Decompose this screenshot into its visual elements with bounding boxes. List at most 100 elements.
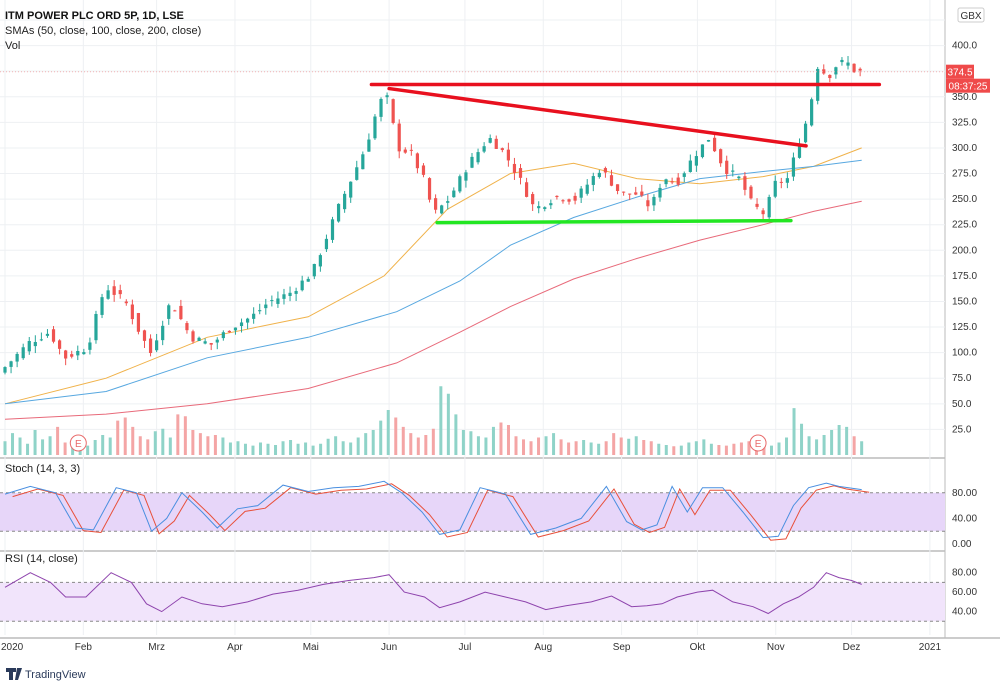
sma-line [4, 200, 862, 420]
price-tick-label: 325.0 [952, 117, 977, 128]
volume-bar [41, 439, 45, 455]
volume-bar [56, 426, 60, 455]
candle-body [15, 353, 19, 362]
volume-bar [274, 445, 278, 455]
volume-bar [589, 442, 593, 455]
candle-body [118, 290, 122, 295]
volume-bar [326, 438, 330, 455]
volume-bar [649, 441, 653, 455]
candle-body [349, 181, 353, 198]
candle-body [343, 193, 347, 210]
candle-body [676, 177, 680, 185]
candle-body [415, 153, 420, 169]
volume-bar [785, 437, 789, 455]
candle-body [379, 98, 383, 117]
volume-bar [176, 414, 180, 455]
volume-bar [86, 445, 90, 455]
volume-legend[interactable]: Vol [5, 40, 20, 52]
candle-body [828, 74, 832, 79]
candle-body [373, 116, 377, 139]
rsi-legend[interactable]: RSI (14, close) [5, 553, 78, 565]
volume-bar [506, 425, 510, 455]
volume-bar [634, 436, 638, 455]
candle-body [215, 339, 219, 343]
countdown-label: 08:37:25 [949, 82, 988, 93]
time-tick-label: 2021 [919, 642, 942, 653]
stoch-tick-label: 0.00 [952, 539, 972, 550]
time-tick-label: Dez [843, 642, 861, 653]
candle-body [567, 199, 571, 202]
volume-bar [198, 433, 202, 455]
time-tick-label: Nov [767, 642, 785, 653]
candle-body [100, 297, 104, 315]
candle-body [70, 354, 74, 357]
candle-body [155, 340, 159, 351]
volume-bar [491, 426, 495, 455]
volume-bar [401, 426, 405, 455]
sma-legend[interactable]: SMAs (50, close, 100, close, 200, close) [5, 25, 201, 37]
volume-bar [146, 439, 150, 455]
price-tick-label: 125.0 [952, 322, 977, 333]
volume-bar [559, 439, 563, 455]
volume-bar [311, 445, 315, 455]
candle-body [670, 181, 674, 183]
price-tick-label: 275.0 [952, 169, 977, 180]
candle-body [500, 148, 504, 151]
volume-bar [777, 442, 781, 455]
candle-body [82, 352, 86, 355]
volume-bar [604, 441, 608, 455]
candle-body [791, 157, 796, 177]
volume-bar [319, 443, 323, 455]
volume-bar [732, 443, 736, 455]
candle-body [810, 99, 814, 126]
volume-bar [469, 431, 473, 455]
candle-body [203, 341, 207, 344]
candle-body [737, 176, 741, 179]
candle-body [161, 325, 165, 341]
candle-body [494, 138, 498, 149]
volume-bar [830, 430, 834, 455]
stoch-legend[interactable]: Stoch (14, 3, 3) [5, 463, 80, 475]
candle-body [488, 138, 492, 143]
currency-label: GBX [960, 11, 981, 22]
candle-body [719, 149, 723, 164]
price-tick-label: 400.0 [952, 41, 977, 52]
volume-bar [48, 436, 52, 455]
rsi-panel: 80.00 60.00 40.00 [0, 568, 977, 622]
volume-bar [709, 443, 713, 455]
volume-bar [544, 436, 548, 455]
volume-bar [251, 445, 255, 455]
volume-bar [138, 436, 142, 455]
candle-body [245, 318, 250, 323]
candle-body [767, 196, 771, 218]
time-axis[interactable]: 2020 Feb Mrz Apr Mai Jun Jul Aug Sep Okt Nov Dez 202… [1, 642, 941, 653]
volume-bar [657, 443, 661, 455]
volume-bar [183, 416, 187, 455]
candle-body [367, 139, 371, 152]
price-axis[interactable]: 25.0 50.0 75.0 100.0 125.0 150.0 175.0 200.0 225… [952, 41, 977, 436]
stoch-d-line [12, 483, 870, 541]
rsi-tick-label: 80.00 [952, 568, 977, 579]
volume-bar [364, 433, 368, 455]
volume-bar [416, 437, 420, 455]
trendline-line [387, 86, 808, 148]
candle-body [45, 333, 50, 336]
candle-body [640, 191, 644, 196]
candle-body [700, 144, 705, 158]
volume-bar [769, 445, 773, 455]
candle-body [834, 67, 838, 75]
candle-body [385, 95, 389, 98]
volume-bar [642, 440, 646, 455]
volume-bar [71, 443, 75, 455]
candle-body [773, 180, 777, 197]
tradingview-logo[interactable]: TradingView [6, 668, 86, 681]
candle-body [173, 310, 177, 312]
volume-bar [379, 420, 383, 455]
volume-bar [101, 435, 105, 455]
candle-body [628, 193, 632, 195]
volume-bar [3, 441, 7, 455]
candle-body [658, 187, 662, 198]
volume-bar [131, 426, 135, 455]
